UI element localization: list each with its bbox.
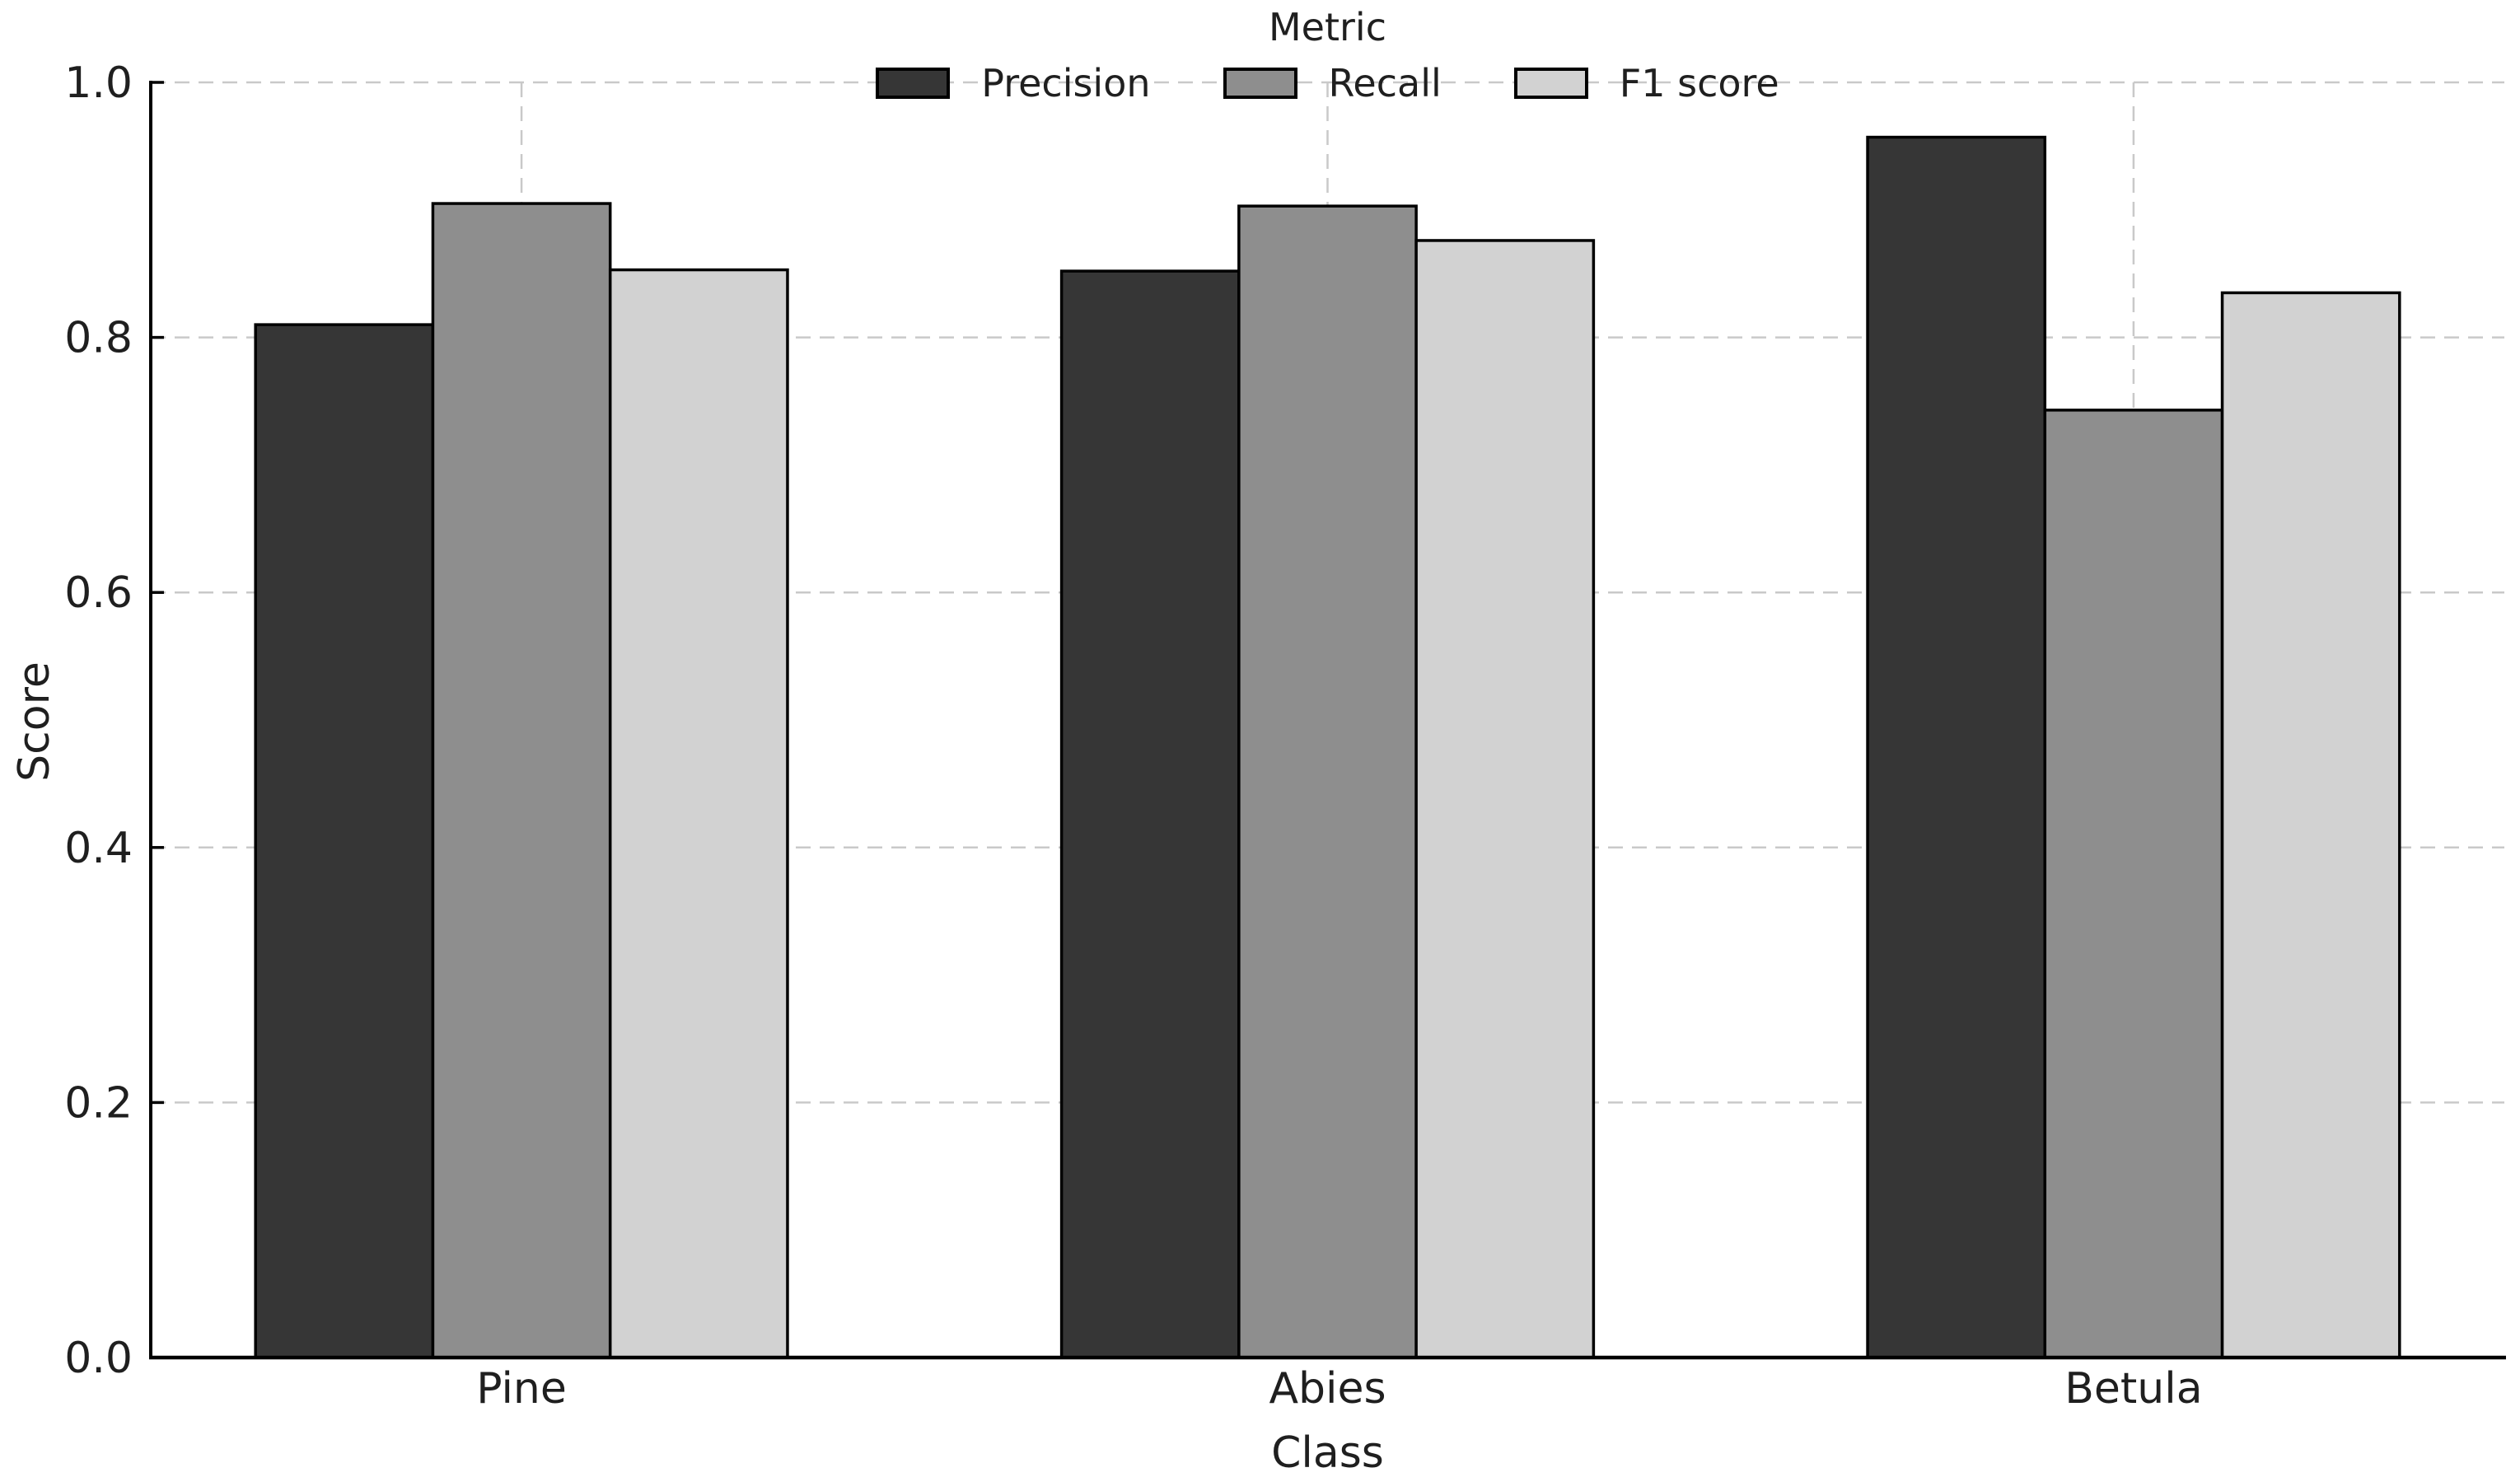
- y-tick-label-0.4: 0.4: [64, 824, 133, 873]
- bar-pine-precision: [254, 323, 435, 1359]
- y-tick-label-0.2: 0.2: [64, 1078, 133, 1128]
- bar-pine-f1-score: [608, 268, 789, 1359]
- bar-betula-recall: [2043, 409, 2224, 1359]
- y-tick-label-0.0: 0.0: [64, 1334, 133, 1383]
- y-tick-label-1.0: 1.0: [64, 58, 133, 108]
- x-tick-label-abies: Abies: [1269, 1364, 1386, 1414]
- x-axis-label: Class: [1271, 1428, 1384, 1477]
- y-tick-label-0.8: 0.8: [64, 314, 133, 363]
- bar-betula-f1-score: [2220, 291, 2401, 1359]
- bar-abies-precision: [1059, 269, 1241, 1359]
- x-tick-label-pine: Pine: [476, 1364, 567, 1414]
- x-tick-label-betula: Betula: [2064, 1364, 2202, 1414]
- bar-abies-f1-score: [1414, 239, 1596, 1359]
- y-axis-label: Score: [10, 661, 59, 782]
- y-tick-label-0.6: 0.6: [64, 568, 133, 618]
- bar-pine-recall: [431, 202, 612, 1359]
- bar-abies-recall: [1237, 204, 1418, 1359]
- bar-betula-precision: [1866, 135, 2047, 1359]
